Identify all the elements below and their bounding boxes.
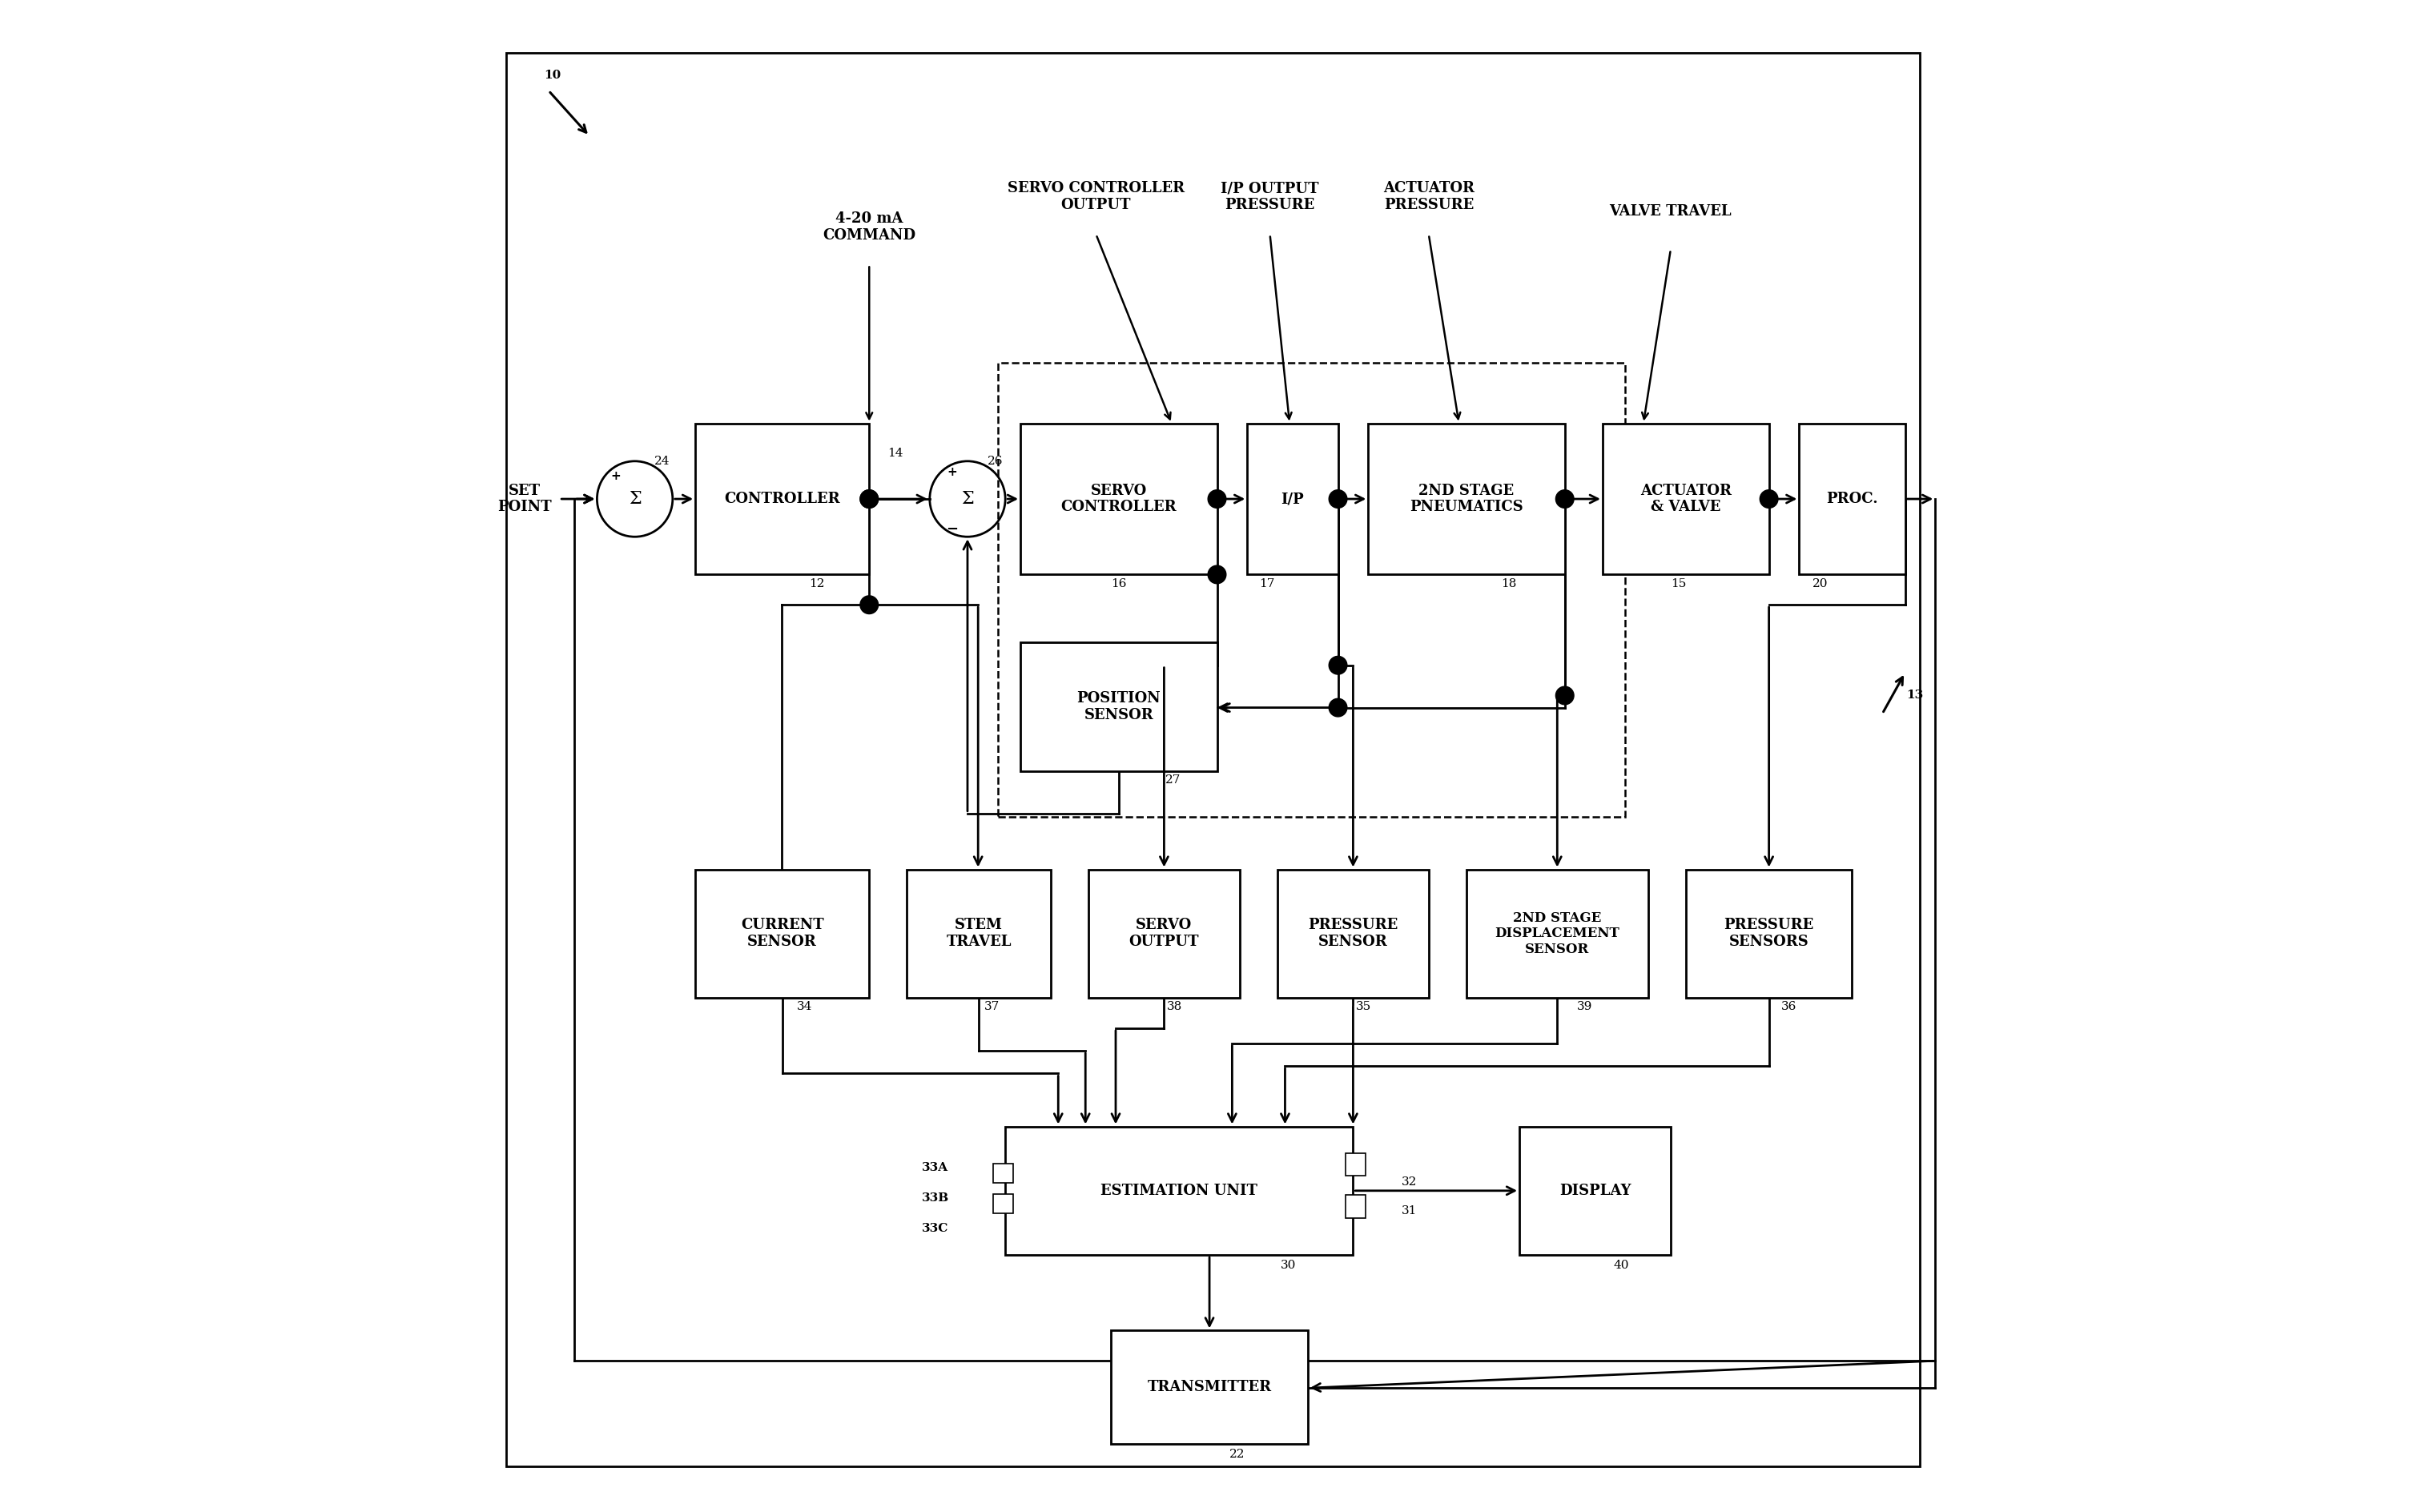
Text: 33A: 33A [922,1163,949,1173]
Circle shape [1760,490,1777,508]
Text: CURRENT
SENSOR: CURRENT SENSOR [740,918,823,950]
Circle shape [859,490,879,508]
Text: 33C: 33C [922,1223,949,1234]
Circle shape [1207,490,1227,508]
Text: +: + [611,470,621,482]
Text: DISPLAY: DISPLAY [1560,1184,1631,1198]
Bar [908,869,1051,998]
Bar [1278,869,1429,998]
Text: SERVO
OUTPUT: SERVO OUTPUT [1129,918,1200,950]
Bar [1088,869,1239,998]
Text: 4-20 mA
COMMAND: 4-20 mA COMMAND [823,212,915,242]
Text: ACTUATOR
& VALVE: ACTUATOR & VALVE [1641,484,1731,514]
Text: 14: 14 [888,448,903,460]
Text: 18: 18 [1502,578,1516,590]
Circle shape [1329,490,1346,508]
Text: Σ: Σ [628,490,640,508]
Text: 33B: 33B [922,1193,949,1204]
Text: 2ND STAGE
PNEUMATICS: 2ND STAGE PNEUMATICS [1409,484,1524,514]
Text: 26: 26 [988,455,1003,467]
Circle shape [1555,686,1575,705]
Text: +: + [582,493,591,505]
Bar [998,363,1626,816]
Bar [1020,423,1217,575]
Text: 10: 10 [545,70,562,82]
Bar [1687,869,1852,998]
Bar [1346,1194,1365,1219]
Text: 13: 13 [1906,689,1923,702]
Text: STEM
TRAVEL: STEM TRAVEL [947,918,1013,950]
Bar [696,869,869,998]
Bar [993,1164,1013,1182]
Text: PRESSURE
SENSOR: PRESSURE SENSOR [1307,918,1397,950]
Circle shape [1555,490,1575,508]
Text: 16: 16 [1112,578,1127,590]
Bar [1368,423,1565,575]
Bar [696,423,869,575]
Bar [1246,423,1339,575]
Bar [1468,869,1648,998]
Bar [1020,643,1217,771]
Text: 15: 15 [1670,578,1687,590]
Text: ESTIMATION UNIT: ESTIMATION UNIT [1100,1184,1258,1198]
Text: 35: 35 [1356,1001,1370,1013]
Bar [1112,1331,1307,1444]
Text: TRANSMITTER: TRANSMITTER [1146,1380,1271,1394]
Text: ACTUATOR
PRESSURE: ACTUATOR PRESSURE [1383,181,1475,212]
Text: 38: 38 [1166,1001,1183,1013]
Text: I/P: I/P [1280,491,1305,507]
Circle shape [1329,656,1346,674]
Text: SERVO CONTROLLER
OUTPUT: SERVO CONTROLLER OUTPUT [1008,181,1185,212]
Text: −: − [947,522,959,537]
Text: 39: 39 [1577,1001,1592,1013]
Circle shape [1207,565,1227,584]
Text: PROC.: PROC. [1826,491,1879,507]
Text: 17: 17 [1258,578,1275,590]
Text: VALVE TRAVEL: VALVE TRAVEL [1609,204,1731,219]
Text: 12: 12 [808,578,825,590]
Bar [1602,423,1770,575]
Bar [1799,423,1906,575]
Bar [1346,1152,1365,1176]
Text: +: + [947,467,957,478]
Text: PRESSURE
SENSORS: PRESSURE SENSORS [1723,918,1813,950]
Text: 31: 31 [1402,1205,1417,1217]
Text: POSITION
SENSOR: POSITION SENSOR [1076,691,1161,723]
Text: 22: 22 [1229,1448,1244,1461]
Text: 36: 36 [1782,1001,1796,1013]
Text: SERVO
CONTROLLER: SERVO CONTROLLER [1061,484,1176,514]
Text: SET
POINT: SET POINT [497,484,553,514]
Text: 34: 34 [796,1001,813,1013]
Text: 37: 37 [983,1001,1000,1013]
Circle shape [1329,699,1346,717]
Text: 32: 32 [1402,1176,1417,1188]
Text: I/P OUTPUT
PRESSURE: I/P OUTPUT PRESSURE [1222,181,1319,212]
Text: 30: 30 [1280,1259,1295,1272]
Text: 20: 20 [1813,578,1828,590]
Text: 24: 24 [655,455,669,467]
Bar [1519,1126,1670,1255]
Text: 27: 27 [1166,774,1180,786]
Text: 2ND STAGE
DISPLACEMENT
SENSOR: 2ND STAGE DISPLACEMENT SENSOR [1494,912,1619,956]
Text: Σ: Σ [961,490,974,508]
Bar [1005,1126,1353,1255]
Text: CONTROLLER: CONTROLLER [725,491,840,507]
Circle shape [859,596,879,614]
Text: 40: 40 [1614,1259,1628,1272]
Bar [993,1194,1013,1213]
Circle shape [859,490,879,508]
